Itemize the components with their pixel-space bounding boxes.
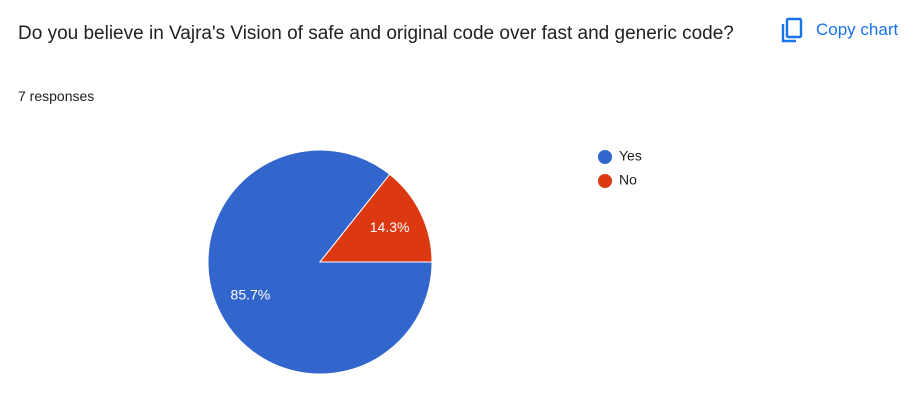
copy-icon (781, 17, 803, 43)
data-label: 14.3% (370, 219, 410, 235)
legend-label: Yes (619, 148, 642, 164)
chart-title: Do you believe in Vajra's Vision of safe… (18, 23, 734, 44)
copy-chart-button[interactable]: Copy chart (780, 14, 898, 46)
data-label: 85.7% (231, 286, 271, 302)
legend-swatch (598, 150, 612, 164)
response-count: 7 responses (18, 88, 95, 104)
copy-chart-label: Copy chart (816, 20, 899, 39)
legend-label: No (619, 172, 637, 188)
pie-slice (318, 173, 433, 263)
legend-swatch (598, 174, 612, 188)
